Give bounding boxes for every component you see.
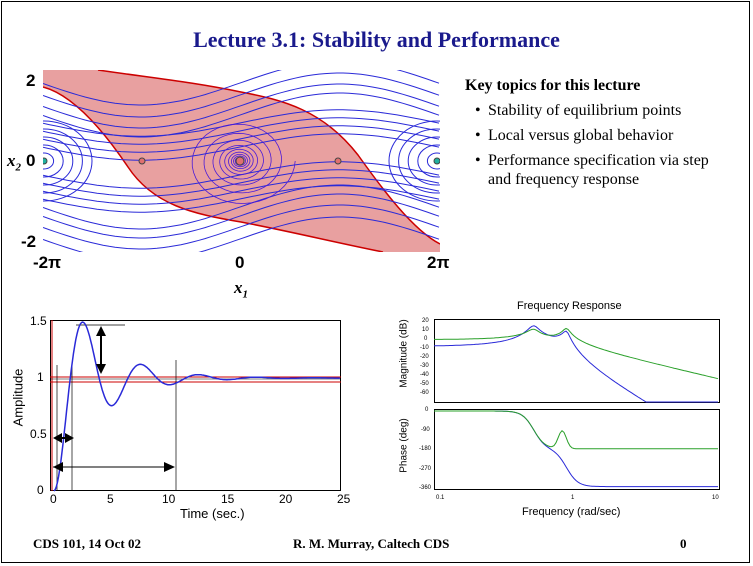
topics-list: Stability of equilibrium points Local ve… xyxy=(465,101,750,189)
streamline xyxy=(398,128,440,194)
streamline xyxy=(43,184,440,230)
phase-tick: -360 xyxy=(419,485,432,491)
equilibrium-saddle-left xyxy=(138,157,146,165)
streamline xyxy=(43,83,440,129)
phase-curve-green xyxy=(434,410,718,450)
mag-tick: 10 xyxy=(422,327,429,333)
phase-xtick-right: 2π xyxy=(427,253,450,272)
phase-tick: -180 xyxy=(419,446,432,452)
streamline xyxy=(43,177,440,205)
mag-tick: -60 xyxy=(420,390,429,396)
equilibrium-center xyxy=(235,156,245,166)
mag-tick: 20 xyxy=(422,318,429,324)
bode-phase-plot xyxy=(434,409,720,490)
streamline xyxy=(43,169,440,197)
step-ytick: 1 xyxy=(37,370,44,384)
streamline xyxy=(43,70,440,106)
phase-portrait xyxy=(43,70,440,252)
step-response-curve xyxy=(53,321,340,492)
topic-item: Local versus global behavior xyxy=(475,126,750,145)
streamline xyxy=(43,128,83,194)
phase-ytick-mid: 0 xyxy=(26,151,36,170)
phase-tick: -90 xyxy=(421,427,430,433)
step-ytick: 0.5 xyxy=(30,427,47,441)
mag-ylabel: Magnitude (dB) xyxy=(398,319,410,388)
slide-title: Lecture 3.1: Stability and Performance xyxy=(193,27,560,52)
step-xtick: 10 xyxy=(162,492,176,506)
phase-xlabel: x1 xyxy=(234,278,248,301)
phase-tick: -270 xyxy=(419,466,432,472)
key-topics: Key topics for this lecture Stability of… xyxy=(465,77,750,195)
freq-title: Frequency Response xyxy=(517,300,622,312)
mag-tick: -10 xyxy=(420,345,429,351)
freq-xtick: 10 xyxy=(712,495,719,501)
streamline xyxy=(43,72,440,118)
streamline xyxy=(43,152,55,170)
phase-xtick-left: -2π xyxy=(33,253,62,272)
footer-course: CDS 101, 14 Oct 02 xyxy=(33,536,141,551)
topic-item: Performance specification via step and f… xyxy=(475,151,713,189)
streamline xyxy=(417,144,440,178)
phase-ylabel: x2 xyxy=(7,151,21,174)
streamline xyxy=(388,120,440,202)
streamline xyxy=(43,120,93,202)
mag-tick: -50 xyxy=(420,381,429,387)
streamline xyxy=(43,109,440,137)
freq-xtick: 1 xyxy=(571,495,575,501)
step-xlabel: Time (sec.) xyxy=(180,506,245,521)
phase-ytick-top: 2 xyxy=(26,71,36,90)
magnitude-curve-green xyxy=(434,327,719,380)
equilibrium-edge-right xyxy=(433,157,440,165)
separatrix-upper xyxy=(43,86,384,252)
separatrix-lower xyxy=(97,70,440,245)
phase-ylabel: Phase (deg) xyxy=(398,418,410,473)
streamline xyxy=(43,204,440,250)
streamline xyxy=(43,117,440,145)
step-response-plot xyxy=(50,320,341,492)
step-xtick: 25 xyxy=(337,492,351,506)
mag-tick: -40 xyxy=(420,372,429,378)
streamline xyxy=(43,125,440,153)
phase-ytick-bottom: -2 xyxy=(21,232,37,251)
phase-tick: 0 xyxy=(425,407,429,413)
streamline xyxy=(43,193,440,239)
step-xtick: 5 xyxy=(107,492,114,506)
streamline xyxy=(407,136,440,186)
footer-page-number: 0 xyxy=(680,536,687,551)
step-ytick: 0 xyxy=(37,483,44,497)
magnitude-curve-blue xyxy=(434,325,718,403)
mag-tick: -20 xyxy=(420,354,429,360)
equilibrium-edge-left xyxy=(43,157,48,165)
streamline xyxy=(43,133,440,161)
footer-author: R. M. Murray, Caltech CDS xyxy=(293,536,450,551)
streamline xyxy=(43,144,64,178)
topics-heading: Key topics for this lecture xyxy=(465,77,641,94)
mag-tick: 0 xyxy=(424,336,428,342)
freq-xtick: 0.1 xyxy=(436,495,445,501)
streamline xyxy=(43,216,440,252)
step-xtick: 15 xyxy=(221,492,235,506)
mag-tick: -30 xyxy=(420,363,429,369)
step-xtick: 20 xyxy=(279,492,293,506)
step-ytick: 1.5 xyxy=(30,314,47,328)
bode-magnitude-plot xyxy=(434,319,720,403)
step-ylabel: Amplitude xyxy=(10,368,26,427)
streamline xyxy=(43,136,74,186)
freq-xlabel: Frequency (rad/sec) xyxy=(522,506,621,518)
phase-xtick-mid: 0 xyxy=(235,253,245,272)
topic-item: Stability of equilibrium points xyxy=(475,101,750,120)
streamline xyxy=(426,152,440,170)
step-xtick: 0 xyxy=(50,492,57,506)
equilibrium-saddle-right xyxy=(334,157,342,165)
